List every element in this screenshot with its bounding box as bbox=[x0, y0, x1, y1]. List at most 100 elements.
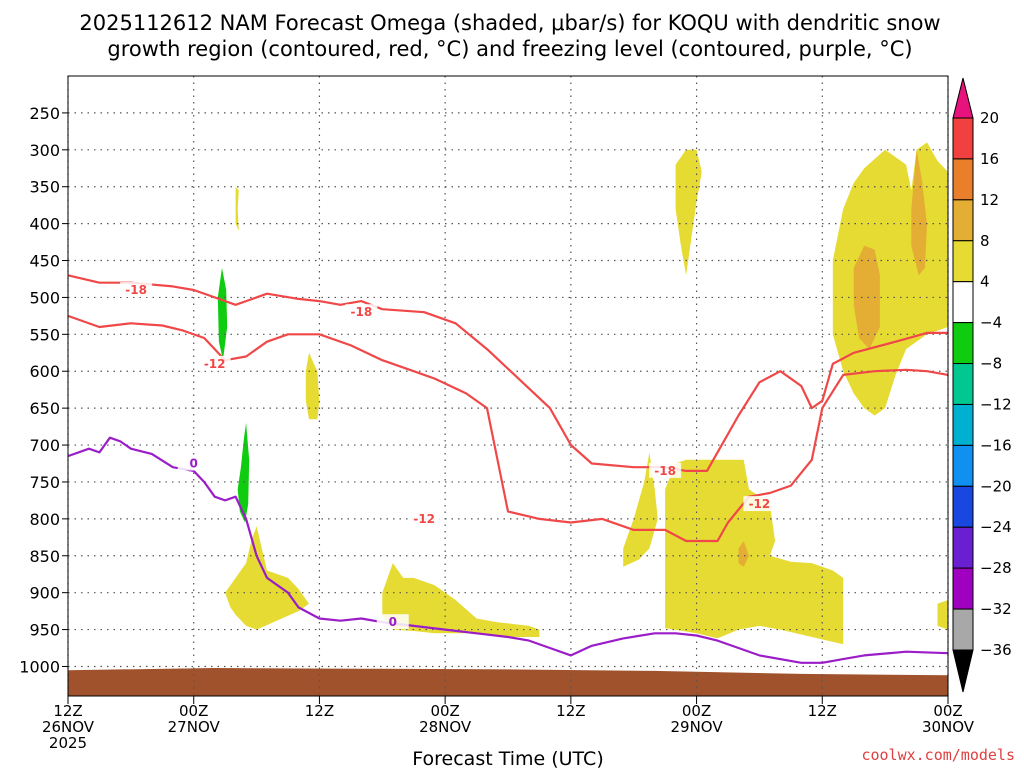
x-tick-label-36-0: 00Z bbox=[430, 702, 459, 720]
y-tick-label-800: 800 bbox=[29, 510, 60, 529]
colorbar-label-2: 12 bbox=[980, 191, 999, 209]
colorbar-label-1: 16 bbox=[980, 150, 999, 168]
colorbar-label-8: −16 bbox=[980, 436, 1012, 454]
x-tick-label-60-0: 00Z bbox=[682, 702, 711, 720]
y-tick-label-850: 850 bbox=[29, 547, 60, 566]
x-tick-label-84-0: 00Z bbox=[933, 702, 962, 720]
contour-label-0-0: -18 bbox=[125, 283, 147, 297]
contour-label-bg-2-0 bbox=[177, 455, 210, 471]
y-tick-label-450: 450 bbox=[29, 252, 60, 271]
omega-region-5 bbox=[235, 186, 239, 231]
colorbar-box-4 bbox=[952, 240, 974, 283]
omega-region-7 bbox=[382, 563, 540, 637]
x-tick-label-24-0: 12Z bbox=[305, 702, 334, 720]
colorbar-box-2 bbox=[952, 158, 974, 201]
colorbar-label-9: −20 bbox=[980, 477, 1012, 495]
y-tick-label-400: 400 bbox=[29, 215, 60, 234]
omega-region-13 bbox=[237, 422, 250, 523]
y-tick-label-600: 600 bbox=[29, 362, 60, 381]
colorbar-box-5 bbox=[952, 281, 974, 324]
colorbar-label-7: −12 bbox=[980, 395, 1012, 413]
colorbar-box-13 bbox=[952, 608, 974, 651]
colorbar-top-arrow bbox=[952, 77, 974, 119]
colorbar-label-11: −28 bbox=[980, 559, 1012, 577]
colorbar-box-3 bbox=[952, 199, 974, 242]
contour-line-0 bbox=[67, 274, 948, 472]
contour-line-1 bbox=[67, 314, 949, 543]
omega-region-12 bbox=[217, 267, 228, 361]
y-tick-label-250: 250 bbox=[29, 104, 60, 123]
omega-region-9 bbox=[853, 245, 880, 350]
colorbar-label-0: 20 bbox=[980, 109, 999, 127]
y-tick-label-900: 900 bbox=[29, 584, 60, 603]
contour-label-bg-1-2 bbox=[743, 496, 776, 512]
contour-label-2-1: 0 bbox=[389, 615, 397, 629]
omega-region-2 bbox=[665, 459, 844, 645]
terrain-fill bbox=[68, 668, 948, 696]
x-tick-label-0-0: 12Z bbox=[53, 702, 82, 720]
colorbar-label-5: −4 bbox=[980, 314, 1002, 332]
x-tick-label-0-2: 2025 bbox=[49, 734, 87, 752]
contour-label-bg-0-1 bbox=[345, 304, 378, 320]
terrain-layer bbox=[68, 668, 948, 696]
y-tick-label-350: 350 bbox=[29, 178, 60, 197]
y-tick-label-950: 950 bbox=[29, 621, 60, 640]
omega-region-0 bbox=[675, 149, 702, 276]
omega-region-4 bbox=[305, 352, 320, 420]
colorbar-bottom-arrow bbox=[952, 649, 974, 693]
contour-label-1-2: -12 bbox=[749, 497, 771, 511]
colorbar: 20 16 12 8 4 −4 −8 −12 −16 −20 −24 −28 −32 −36 bbox=[952, 77, 1012, 693]
colorbar-label-4: 4 bbox=[980, 273, 990, 291]
contour-label-bg-0-0 bbox=[120, 282, 153, 298]
colorbar-label-12: −32 bbox=[980, 600, 1012, 618]
colorbar-box-12 bbox=[952, 567, 974, 610]
contour-label-bg-0-2 bbox=[649, 462, 682, 478]
y-tick-label-550: 550 bbox=[29, 325, 60, 344]
omega-region-8 bbox=[937, 600, 948, 630]
x-tick-label-12-1: 27NOV bbox=[168, 718, 221, 736]
contour-label-1-0: -12 bbox=[204, 357, 226, 371]
x-tick-label-0-1: 26NOV bbox=[42, 718, 95, 736]
y-tick-label-650: 650 bbox=[29, 399, 60, 418]
colorbar-box-7 bbox=[952, 363, 974, 405]
x-axis-label: Forecast Time (UTC) bbox=[412, 748, 603, 768]
x-tick-label-72-0: 12Z bbox=[808, 702, 837, 720]
x-tick-label-60-1: 29NOV bbox=[671, 718, 724, 736]
contour-label-0-2: -18 bbox=[654, 464, 676, 478]
y-tick-label-750: 750 bbox=[29, 473, 60, 492]
y-tick-label-300: 300 bbox=[29, 141, 60, 160]
colorbar-box-1 bbox=[952, 117, 974, 160]
colorbar-box-11 bbox=[952, 526, 974, 569]
y-tick-label-500: 500 bbox=[29, 288, 60, 307]
omega-region-3 bbox=[623, 452, 658, 567]
x-tick-label-12-0: 00Z bbox=[179, 702, 208, 720]
y-axis: 250 300 350 400 450 500 550 600 650 700 750 800 850 9… bbox=[19, 104, 68, 676]
contour-label-bg-1-0 bbox=[198, 355, 231, 371]
omega-region-10 bbox=[911, 149, 927, 276]
colorbar-box-6 bbox=[952, 322, 974, 365]
chart-title-line-1: 2025112612 NAM Forecast Omega (shaded, μ… bbox=[79, 11, 940, 35]
colorbar-box-9 bbox=[952, 444, 974, 487]
colorbar-label-10: −24 bbox=[980, 518, 1012, 536]
contour-label-2-0: 0 bbox=[190, 457, 198, 471]
x-tick-label-84-1: 30NOV bbox=[922, 718, 975, 736]
omega-region-11 bbox=[738, 541, 749, 567]
x-tick-label-36-1: 28NOV bbox=[419, 718, 472, 736]
colorbar-label-3: 8 bbox=[980, 232, 990, 250]
x-tick-label-48-0: 12Z bbox=[556, 702, 585, 720]
colorbar-box-8 bbox=[952, 403, 974, 446]
y-tick-label-1000: 1000 bbox=[19, 657, 60, 676]
colorbar-label-6: −8 bbox=[980, 355, 1002, 373]
contour-label-bg-1-1 bbox=[408, 510, 441, 526]
colorbar-box-10 bbox=[952, 485, 974, 528]
y-tick-label-700: 700 bbox=[29, 436, 60, 455]
credit-text: coolwx.com/models bbox=[861, 746, 1015, 764]
omega-shading-layer bbox=[217, 142, 948, 645]
contour-label-0-1: -18 bbox=[350, 305, 372, 319]
contour-label-layer: -18 -18 -18 -12 -12 -12 0 0 bbox=[120, 282, 776, 630]
chart-title-line-2: growth region (contoured, red, °C) and f… bbox=[107, 37, 912, 61]
plot-frame bbox=[67, 75, 949, 697]
colorbar-label-13: −36 bbox=[980, 641, 1012, 659]
